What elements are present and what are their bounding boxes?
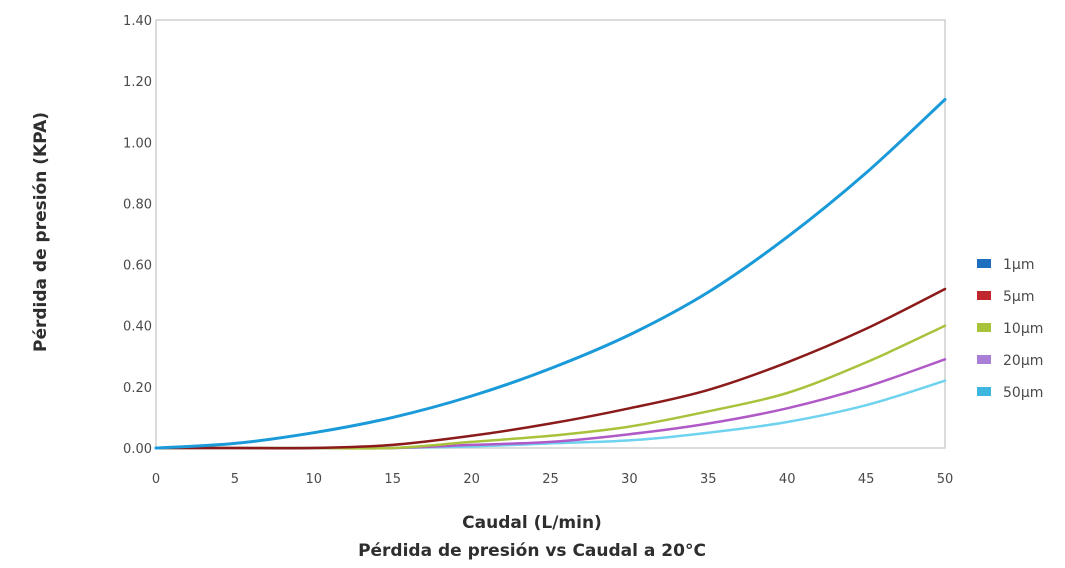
legend: 1µm 5µm 10µm 20µm 50µm	[977, 257, 1043, 401]
x-tick-label: 30	[621, 472, 638, 487]
legend-label-10um: 10µm	[1003, 321, 1043, 337]
x-tick-label: 25	[542, 472, 559, 487]
legend-swatch-5um	[977, 291, 991, 300]
x-tick-label: 0	[152, 472, 160, 487]
x-tick-label: 10	[306, 472, 323, 487]
series-lines	[154, 98, 947, 450]
x-axis-title: Caudal (L/min)	[462, 513, 602, 533]
legend-label-50um: 50µm	[1003, 385, 1043, 401]
legend-swatch-1um	[977, 259, 991, 268]
y-axis-title: Pérdida de presión (KPA)	[31, 112, 51, 352]
series-line-1um	[154, 98, 947, 450]
legend-swatch-10um	[977, 323, 991, 332]
x-tick-label: 40	[779, 472, 796, 487]
legend-swatch-20um	[977, 355, 991, 364]
y-tick-label: 1.40	[123, 14, 152, 29]
x-axis: 0 5 10 15 20 25 30 35 40 45 50	[152, 472, 953, 487]
plot-area-frame	[155, 19, 946, 449]
x-tick-label: 20	[463, 472, 480, 487]
y-tick-label: 1.00	[123, 136, 152, 151]
x-tick-label: 50	[937, 472, 954, 487]
legend-label-5um: 5µm	[1003, 289, 1034, 305]
legend-swatch-50um	[977, 387, 991, 396]
y-tick-label: 1.20	[123, 75, 152, 90]
x-tick-label: 5	[231, 472, 239, 487]
y-tick-label: 0.20	[123, 381, 152, 396]
x-tick-label: 15	[384, 472, 401, 487]
y-tick-label: 0.80	[123, 197, 152, 212]
legend-label-1um: 1µm	[1003, 257, 1034, 273]
y-tick-label: 0.40	[123, 320, 152, 335]
legend-label-20um: 20µm	[1003, 353, 1043, 369]
y-tick-label: 0.60	[123, 259, 152, 274]
x-tick-label: 35	[700, 472, 717, 487]
y-axis: 0.00 0.20 0.40 0.60 0.80 1.00 1.20 1.40	[123, 14, 152, 457]
series-line-5um	[154, 287, 947, 450]
y-tick-label: 0.00	[123, 442, 152, 457]
chart-title: Pérdida de presión vs Caudal a 20°C	[358, 541, 706, 561]
x-tick-label: 45	[858, 472, 875, 487]
